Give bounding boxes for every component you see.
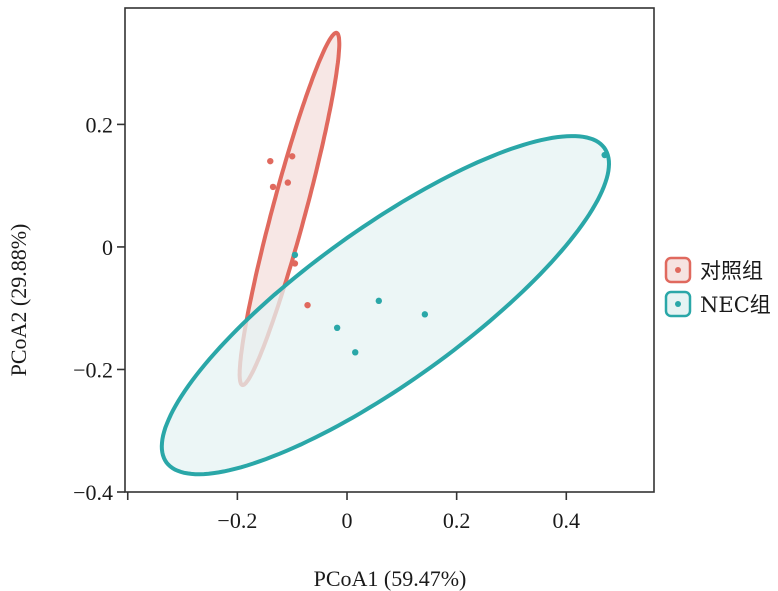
y-tick-label: 0.2	[86, 112, 114, 137]
y-tick-label: 0	[102, 235, 113, 260]
ellipse-nec	[159, 134, 612, 477]
data-point-nec	[333, 324, 341, 332]
legend-label-nec: NEC组	[700, 293, 771, 317]
legend-item-nec: NEC组	[664, 290, 771, 318]
data-point-control	[304, 301, 311, 309]
y-axis: −0.4 −0.2 0 0.2	[73, 112, 125, 505]
data-point-nec	[291, 251, 299, 259]
ellipses-layer	[159, 30, 612, 477]
legend-dot-nec	[675, 301, 681, 307]
data-point-nec	[375, 297, 383, 305]
data-point-control	[291, 260, 299, 267]
y-axis-label: PCoA2 (29.88%)	[6, 224, 31, 377]
y-tick-label: −0.2	[73, 357, 113, 382]
x-axis-label: PCoA1 (59.47%)	[314, 566, 467, 591]
data-point-nec	[421, 311, 429, 318]
data-point-nec	[601, 151, 608, 159]
x-tick-label: −0.2	[217, 508, 257, 533]
data-point-control	[267, 157, 274, 165]
x-tick-label: 0.2	[443, 508, 471, 533]
x-tick-label: 0	[342, 508, 353, 533]
legend: 对照组 NEC组	[664, 256, 771, 318]
data-point-control	[288, 153, 296, 160]
data-point-nec	[352, 349, 359, 356]
data-point-control	[269, 183, 277, 191]
y-tick-label: −0.4	[73, 480, 113, 505]
legend-label-control: 对照组	[700, 259, 763, 283]
x-axis: −0.2 0 0.2 0.4	[126, 492, 581, 533]
legend-dot-control	[675, 267, 681, 273]
plot-frame	[124, 7, 655, 493]
legend-item-control: 对照组	[664, 256, 763, 284]
data-point-control	[284, 179, 292, 186]
x-tick-label: 0.4	[553, 508, 581, 533]
points-layer	[267, 151, 608, 356]
